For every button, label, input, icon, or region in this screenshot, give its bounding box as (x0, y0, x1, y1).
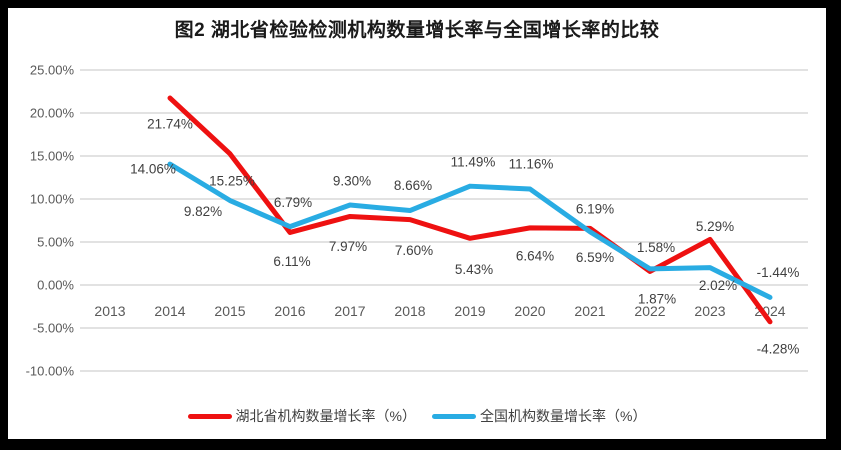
x-axis-label: 2015 (214, 303, 245, 319)
data-label: 6.19% (576, 201, 614, 216)
x-axis-label: 2023 (694, 303, 725, 319)
national-line-swatch (432, 413, 476, 419)
line-chart: 25.00% 20.00% 15.00% 10.00% 5.00% 0.00% -5.00%… (26, 63, 808, 379)
national-series-line (167, 161, 773, 300)
legend-item-national: 全国机构数量增长率（%） (432, 406, 646, 426)
data-label: 2.02% (699, 278, 737, 293)
legend-item-hubei: 湖北省机构数量增长率（%） (187, 406, 416, 426)
x-axis-label: 2017 (334, 303, 365, 319)
y-axis-label: 20.00% (30, 106, 75, 121)
data-label: 1.58% (637, 240, 675, 255)
legend-label-national: 全国机构数量增长率（%） (480, 408, 647, 424)
y-axis-label: -10.00% (26, 364, 75, 379)
y-axis-label: 25.00% (30, 63, 75, 78)
y-axis-label: 5.00% (37, 235, 74, 250)
data-label: -4.28% (757, 341, 800, 356)
y-axis-label: 10.00% (30, 192, 75, 207)
chart-title: 图2 湖北省检验检测机构数量增长率与全国增长率的比较 (174, 20, 660, 41)
legend-label-hubei: 湖北省机构数量增长率（%） (235, 408, 416, 424)
data-label: 7.97% (329, 239, 367, 254)
data-label: 9.30% (333, 174, 371, 189)
x-axis-label: 2016 (274, 303, 305, 319)
data-label: 15.25% (209, 173, 255, 188)
x-axis-label: 2018 (394, 303, 425, 319)
legend: 湖北省机构数量增长率（%） 全国机构数量增长率（%） (8, 406, 826, 426)
data-label: 1.87% (638, 291, 676, 306)
x-axis-label: 2022 (634, 303, 665, 319)
data-label: 6.59% (576, 250, 614, 265)
hubei-series-line (167, 95, 773, 325)
y-axis-label: -5.00% (33, 321, 75, 336)
data-label: 21.74% (147, 117, 193, 132)
data-label: 7.60% (395, 243, 433, 258)
data-label: 5.43% (455, 262, 493, 277)
data-label: 9.82% (184, 204, 222, 219)
data-label: 6.11% (273, 254, 310, 269)
data-label: 5.29% (696, 219, 734, 234)
data-label: -1.44% (757, 265, 800, 280)
x-axis-label: 2019 (454, 303, 485, 319)
data-label: 11.49% (451, 155, 496, 170)
y-axis-label: 15.00% (30, 149, 75, 164)
x-axis-label: 2013 (94, 303, 125, 319)
data-label: 11.16% (509, 157, 554, 172)
x-axis-label: 2020 (514, 303, 545, 319)
y-axis-label: 0.00% (37, 278, 74, 293)
data-label: 8.66% (394, 178, 432, 193)
x-axis-label: 2021 (574, 303, 605, 319)
x-axis-label: 2014 (154, 303, 185, 319)
chart-area: 图2 湖北省检验检测机构数量增长率与全国增长率的比较 25.00% 20.00% 1… (8, 8, 826, 439)
data-label: 6.79% (274, 195, 312, 210)
data-label: 14.06% (130, 162, 176, 177)
hubei-line-swatch (187, 413, 232, 419)
data-label: 6.64% (516, 248, 554, 263)
